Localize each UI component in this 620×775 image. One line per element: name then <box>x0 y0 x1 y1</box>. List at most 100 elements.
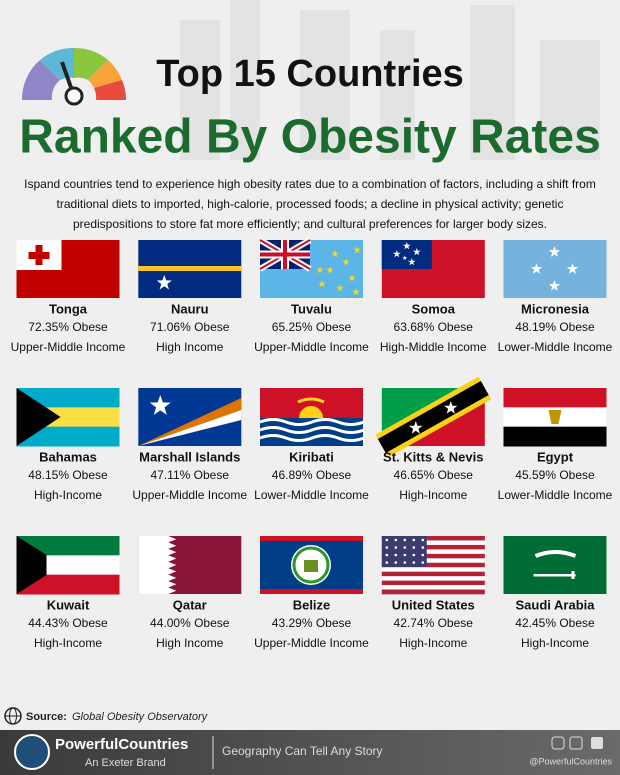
income-level: High Income <box>156 340 224 354</box>
flag-shape <box>409 421 423 434</box>
flag-shape <box>503 388 607 408</box>
flag-shape <box>342 258 350 266</box>
flag <box>16 240 120 298</box>
country-name: Bahamas <box>39 449 97 464</box>
flag-shape <box>403 538 407 542</box>
footer: PowerfulCountries An Exeter Brand Geogra… <box>0 730 620 775</box>
country-card: Qatar 44.00% Obese High Income <box>138 536 242 650</box>
obesity-rate: 43.29% Obese <box>272 616 352 630</box>
flag-shape <box>403 553 407 557</box>
flag-shape <box>421 553 425 557</box>
obesity-rate: 47.11% Obese <box>151 468 230 482</box>
flag-shape <box>316 266 324 274</box>
country-name: Kuwait <box>47 597 90 612</box>
obesity-rate: 45.59% Obese <box>515 468 595 482</box>
flag-shape <box>377 381 489 453</box>
description-line: predispositions to store fat more effici… <box>73 217 547 231</box>
flag-shape <box>381 536 485 541</box>
income-level: High Income <box>156 636 224 650</box>
flag <box>503 240 607 298</box>
country-card: Saudi Arabia 42.45% Obese High-Income <box>503 536 607 650</box>
brand: PowerfulCountries <box>55 736 188 753</box>
flag-shape <box>336 284 344 292</box>
obesity-rate: 65.25% Obese <box>272 320 352 334</box>
flag-shape <box>353 246 361 254</box>
obesity-rate: 46.65% Obese <box>394 468 474 482</box>
flag-shape <box>138 410 242 446</box>
income-level: Lower-Middle Income <box>498 488 613 502</box>
obesity-rate: 63.68% Obese <box>394 320 474 334</box>
flag-shape <box>381 558 485 564</box>
flag-shape <box>381 576 485 581</box>
flag-shape <box>16 388 120 408</box>
icon-x[interactable] <box>569 736 583 750</box>
flag-shape <box>16 536 120 556</box>
income-level: Upper-Middle Income <box>11 340 126 354</box>
flag-shape <box>548 280 561 291</box>
flag-shape <box>292 546 330 584</box>
flag-shape <box>421 538 425 542</box>
flag <box>16 536 120 595</box>
flag-shape <box>393 250 401 258</box>
description: Ispand countries tend to experience high… <box>24 177 596 231</box>
flag-shape <box>534 550 577 558</box>
flag-shape <box>16 574 120 595</box>
flag-shape <box>16 388 61 446</box>
subtitle: Ranked By Obesity Rates <box>19 111 601 164</box>
obesity-rate: 44.43% Obese <box>28 616 108 630</box>
flag-shape <box>331 250 339 258</box>
flag-shape <box>571 571 575 579</box>
flag-shape <box>381 580 485 586</box>
source-text: Global Obesity Observatory <box>72 711 209 723</box>
obesity-rate: 48.19% Obese <box>515 320 595 334</box>
flag <box>138 536 242 594</box>
flag-shape <box>381 553 485 559</box>
country-card: United States 42.74% Obese High-Income <box>381 536 485 650</box>
flag-shape <box>16 536 47 594</box>
flag-shape <box>156 275 172 290</box>
flag-shape <box>421 561 425 564</box>
icon-facebook[interactable] <box>591 737 603 749</box>
flag-shape <box>16 426 120 447</box>
flag-shape <box>385 546 389 549</box>
flag-shape <box>259 426 365 434</box>
country-name: Tonga <box>49 301 88 316</box>
flag-shape <box>259 418 365 426</box>
flag <box>138 240 242 298</box>
flag-shape <box>28 252 50 259</box>
country-card: Micronesia 48.19% Obese Lower-Middle Incom… <box>498 240 613 354</box>
flag <box>260 536 363 594</box>
icon-instagram[interactable] <box>551 736 565 750</box>
obesity-rate: 48.15% Obese <box>28 468 108 482</box>
flag-shape <box>412 561 416 564</box>
flag-shape <box>381 571 485 577</box>
income-level: Lower-Middle Income <box>498 340 613 354</box>
country-card: Marshall Islands 47.11% Obese Upper-Middle… <box>132 388 247 502</box>
country-card: Somoa 63.68% Obese High-Middle Income <box>380 240 487 354</box>
flag-shape <box>421 546 425 549</box>
flag-shape <box>385 553 389 557</box>
flag <box>138 388 242 446</box>
flag-shape <box>412 553 416 557</box>
flag-shape <box>403 546 407 549</box>
country-name: Saudi Arabia <box>516 597 596 612</box>
country-name: Tuvalu <box>291 301 332 316</box>
flag-shape <box>318 280 326 288</box>
obesity-rate: 71.06% Obese <box>150 320 230 334</box>
flag-shape <box>304 560 318 572</box>
income-level: High-Middle Income <box>380 340 487 354</box>
flag-shape <box>381 585 485 590</box>
country-card: Egypt 45.59% Obese Lower-Middle Income <box>498 388 613 502</box>
income-level: Upper-Middle Income <box>254 340 369 354</box>
flag-shape <box>394 538 398 542</box>
handle: @PowerfulCountries <box>529 756 612 766</box>
logo <box>14 734 50 770</box>
flag-shape <box>412 538 416 542</box>
country-name: Belize <box>293 597 331 612</box>
country-card: Kuwait 44.43% Obese High-Income <box>16 536 120 650</box>
country-name: Micronesia <box>521 301 590 316</box>
flag-shape <box>381 589 485 595</box>
tagline: An Exeter Brand <box>85 757 166 769</box>
